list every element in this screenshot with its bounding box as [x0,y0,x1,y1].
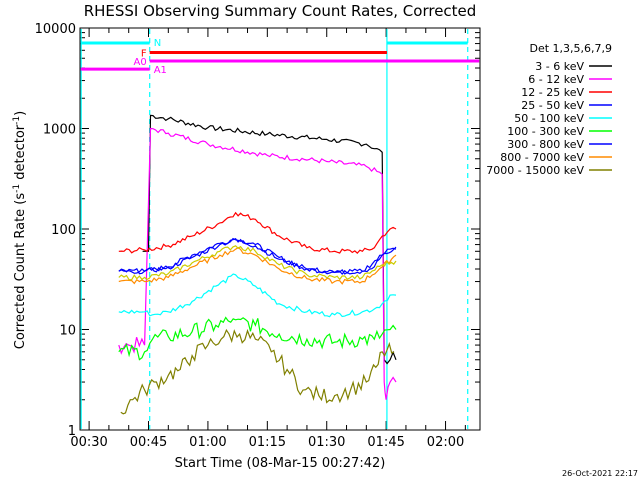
series-line [118,237,397,275]
legend-label: 3 - 6 keV [535,60,584,73]
series-line [142,114,397,365]
series-line [120,328,395,415]
series-line [118,273,397,318]
legend-label: 50 - 100 keV [514,112,584,125]
x-tick-label: 01:00 [189,435,226,450]
x-tick-label: 00:30 [70,435,107,450]
legend-label: 7000 - 15000 keV [486,164,584,177]
x-tick-label: 01:45 [367,435,404,450]
y-tick-label: 1 [68,424,76,439]
legend-header: Det 1,3,5,6,7,9 [529,42,612,55]
x-tick-label: 00:45 [130,435,167,450]
y-axis-label-sup: -1 [12,116,22,125]
state-bar-label: A0 [133,57,146,68]
y-tick-label: 100 [51,223,76,238]
state-bar-label: N [154,38,161,49]
state-bar-label: F [141,49,147,60]
series-line [118,237,397,276]
footer-timestamp: 26-Oct-2021 22:17 [562,469,638,478]
y-axis-label-part: Corrected Count Rate (s [13,193,28,350]
x-tick-labels: 00:30 00:45 01:00 01:15 01:30 01:45 02:00 [70,435,464,450]
series-line [118,127,397,400]
series-line [118,246,397,285]
legend-label: 800 - 7000 keV [500,151,584,164]
series-line [118,316,397,361]
y-axis-label: Corrected Count Rate (s-1 detector-1) [12,111,28,349]
x-tick-label: 01:15 [249,435,286,450]
series-layer [118,114,397,415]
y-tick-label: 1000 [43,123,76,138]
x-axis-label: Start Time (08-Mar-15 00:27:42) [175,456,386,471]
legend-label: 12 - 25 keV [521,86,584,99]
y-axis-label-part: ) [13,111,28,116]
plot-frame [79,27,481,431]
legend-label: 300 - 800 keV [507,138,584,151]
x-tick-label: 02:00 [427,435,464,450]
legend-label: 25 - 50 keV [521,99,584,112]
y-axis-label-sup: -1 [12,184,22,193]
legend-label: 100 - 300 keV [507,125,584,138]
y-axis-label-part: detector [13,124,28,184]
vertical-markers [80,29,469,429]
y-tick-label: 10 [59,324,76,339]
state-bar-label: A1 [154,65,167,76]
legend-label: 6 - 12 keV [528,73,584,86]
series-line [118,245,397,281]
y-tick-labels: 1 10 100 1000 10000 [35,22,76,439]
axis-ticks [80,27,480,431]
chart-title: RHESSI Observing Summary Count Rates, Co… [84,2,477,20]
series-line [118,211,397,254]
y-tick-label: 10000 [35,22,76,37]
x-tick-label: 01:30 [308,435,345,450]
